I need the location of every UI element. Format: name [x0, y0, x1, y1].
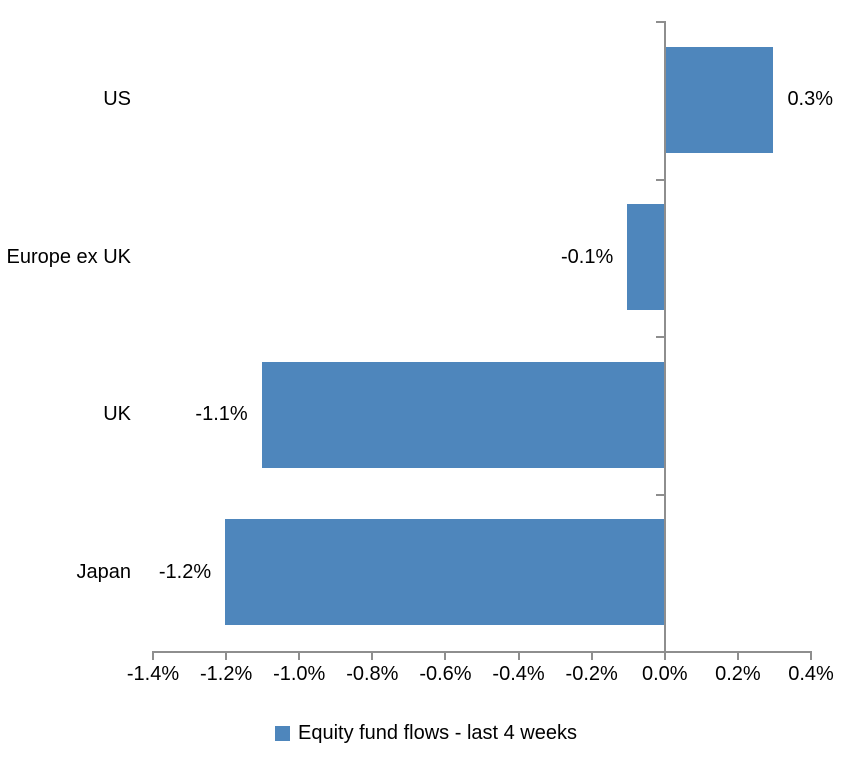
- legend-swatch-icon: [274, 725, 290, 741]
- category-label-europe-ex-uk: Europe ex UK: [6, 245, 131, 268]
- y-axis-tick: [655, 651, 666, 653]
- value-label-uk: -1.1%: [195, 403, 248, 426]
- category-label-us: US: [103, 88, 131, 111]
- y-axis-tick: [655, 493, 666, 496]
- bar-europe-ex-uk: [627, 204, 664, 311]
- x-axis-tick: [444, 651, 447, 660]
- bar-us: [663, 46, 774, 153]
- x-axis-tick: [517, 651, 520, 660]
- category-label-japan: Japan: [76, 560, 132, 583]
- x-axis-tick: [810, 651, 812, 660]
- x-axis-tick: [590, 651, 593, 660]
- category-label-uk: UK: [103, 403, 131, 426]
- x-tick-label: -1.4%: [126, 663, 180, 685]
- x-tick-label: 0.2%: [715, 663, 761, 685]
- legend: Equity fund flows - last 4 weeks: [0, 716, 852, 750]
- y-axis-tick: [655, 21, 666, 23]
- value-label-europe-ex-uk: -0.1%: [560, 245, 614, 268]
- bar-uk: [261, 361, 664, 468]
- legend-label: Equity fund flows - last 4 weeks: [297, 721, 577, 744]
- x-axis-tick: [152, 651, 154, 660]
- y-axis-tick: [655, 336, 666, 338]
- x-tick-label: -0.2%: [565, 663, 618, 685]
- x-tick-label: -1.2%: [199, 663, 253, 685]
- x-axis-tick: [736, 651, 739, 660]
- x-axis-line: [152, 651, 812, 653]
- x-axis-tick: [371, 651, 374, 660]
- x-tick-label: -0.8%: [346, 663, 399, 685]
- bar-japan: [225, 519, 664, 626]
- y-axis-tick: [655, 178, 666, 181]
- x-axis-tick: [225, 651, 228, 660]
- x-tick-label: 0.0%: [641, 663, 688, 685]
- value-label-us: 0.3%: [787, 88, 834, 111]
- x-axis-tick: [298, 651, 301, 660]
- x-tick-label: -0.6%: [419, 663, 472, 685]
- x-tick-label: -1.0%: [273, 663, 326, 685]
- x-axis-tick: [663, 651, 666, 660]
- x-tick-label: -0.4%: [492, 663, 545, 685]
- value-label-japan: -1.2%: [158, 560, 212, 583]
- x-tick-label: 0.4%: [788, 663, 834, 685]
